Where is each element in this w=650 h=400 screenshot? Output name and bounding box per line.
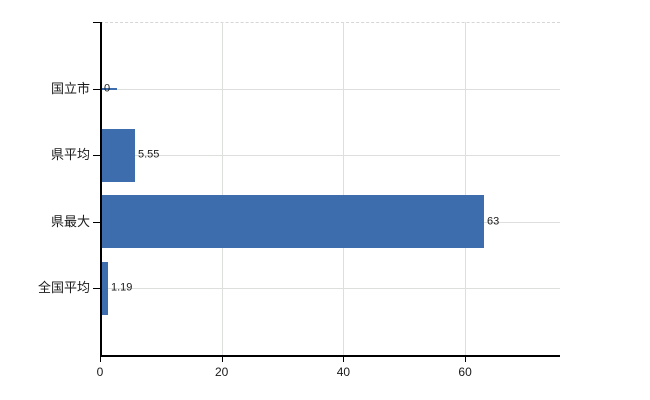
horizontal-gridline [100,288,560,289]
category-label: 県平均 [50,147,90,163]
y-axis-tick [93,89,100,90]
x-axis-tick [465,356,467,362]
value-label: 0 [104,82,111,95]
category-label: 全国平均 [37,280,90,296]
horizontal-gridline [100,155,560,156]
y-axis-tick [93,288,100,289]
y-axis-line [100,22,102,355]
y-axis-tick [93,222,100,223]
vertical-gridline [221,22,223,355]
zero-value-mark [101,87,117,90]
x-axis-line [100,355,560,357]
vertical-gridline [343,22,345,355]
plot-top-border [100,22,560,23]
x-axis-tick [100,356,101,362]
x-axis-tick [343,356,345,362]
x-axis-tick-label: 20 [215,365,229,379]
value-label: 5.55 [138,148,160,161]
vertical-gridline [465,22,467,355]
bar [101,128,135,182]
value-label: 1.19 [111,281,133,294]
horizontal-gridline [100,89,560,90]
value-label: 63 [487,215,500,228]
bar [101,261,108,315]
x-axis-tick-label: 40 [336,365,351,379]
x-axis-tick-label: 0 [96,365,104,379]
category-label: 国立市 [50,80,90,96]
y-axis-tick [93,155,100,156]
x-axis-tick [221,356,223,362]
bar [101,195,484,249]
y-axis-top-tick [93,22,100,23]
category-label: 県最大 [50,213,90,229]
x-axis-tick-label: 60 [458,365,472,379]
